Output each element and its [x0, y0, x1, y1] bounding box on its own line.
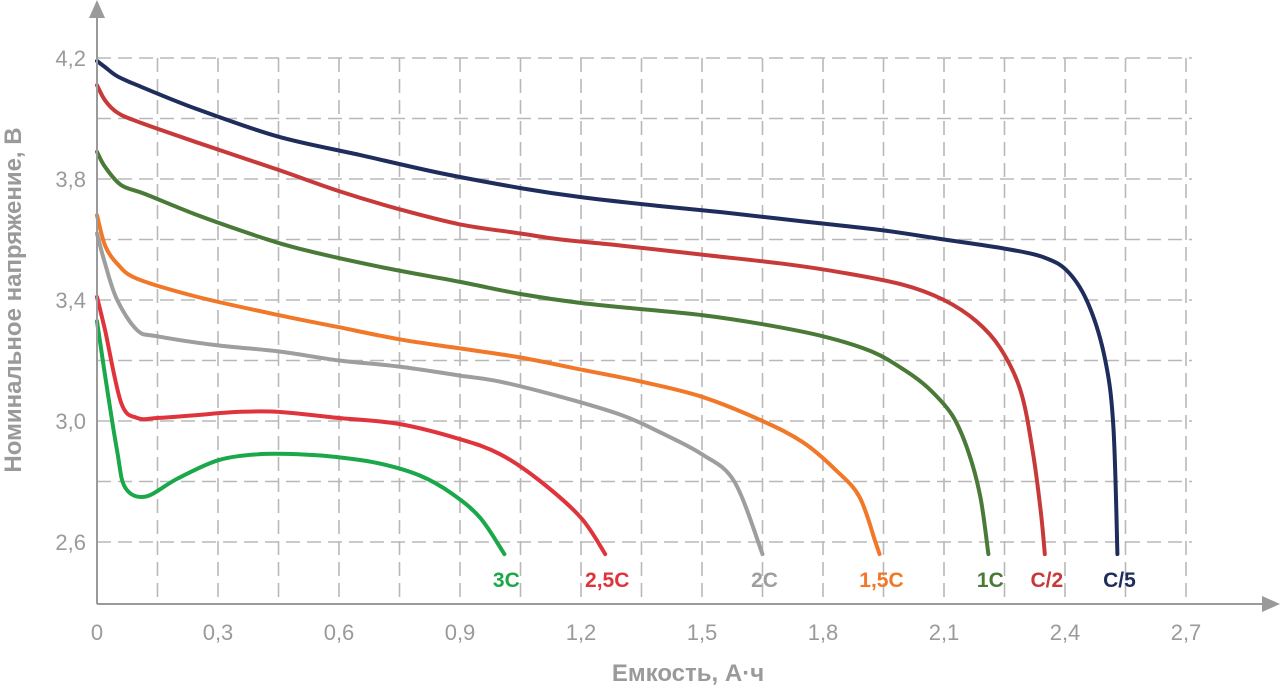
y-tick-label: 3,4	[55, 288, 86, 313]
series-line-2c	[95, 231, 765, 557]
series-lines	[95, 59, 1120, 557]
series-line-c-5	[95, 59, 1120, 557]
series-line-1-5c	[95, 213, 882, 557]
y-tick-label: 3,8	[55, 167, 86, 192]
grid	[97, 57, 1192, 604]
tick-labels: 0 0,3 0,6 0,9 1,2 1,5 1,8 2,1 2,4 2,7 2,6 3,0 3,4 3,8…	[55, 46, 1201, 645]
series-label-c-2: C/2	[1030, 569, 1063, 592]
y-tick-label: 4,2	[55, 46, 86, 71]
x-axis-arrow	[1262, 596, 1280, 612]
x-tick-label: 0,6	[324, 620, 355, 645]
series-line-3c	[95, 319, 507, 557]
axes	[89, 0, 1280, 612]
series-line-2-5c	[95, 295, 608, 557]
series-label-c-5: C/5	[1103, 569, 1136, 592]
y-tick-label: 3,0	[55, 409, 86, 434]
series-label-3c: 3C	[493, 569, 520, 592]
x-tick-label: 0,9	[445, 620, 476, 645]
x-tick-label: 2,4	[1050, 620, 1081, 645]
series-line-c-2	[95, 83, 1047, 557]
x-tick-label: 0	[91, 620, 103, 645]
series-label-2c: 2C	[751, 569, 778, 592]
x-tick-label: 0,3	[203, 620, 234, 645]
series-label-2-5c: 2,5C	[585, 569, 629, 592]
x-axis-title: Емкость, А·ч	[612, 660, 764, 687]
series-label-1-5c: 1,5C	[859, 569, 903, 592]
y-axis-arrow	[89, 0, 105, 18]
x-tick-label: 1,8	[808, 620, 839, 645]
y-tick-label: 2,6	[55, 530, 86, 555]
y-axis-title: Номинальное напряжение, В	[0, 127, 27, 472]
x-tick-label: 1,5	[687, 620, 718, 645]
x-tick-label: 2,7	[1171, 620, 1202, 645]
series-label-1c: 1C	[977, 569, 1004, 592]
series-line-1c	[95, 149, 991, 557]
x-tick-label: 2,1	[929, 620, 960, 645]
x-tick-label: 1,2	[566, 620, 597, 645]
series-labels: 3C 2,5C 2C 1,5C 1C C/2 C/5	[493, 569, 1136, 592]
